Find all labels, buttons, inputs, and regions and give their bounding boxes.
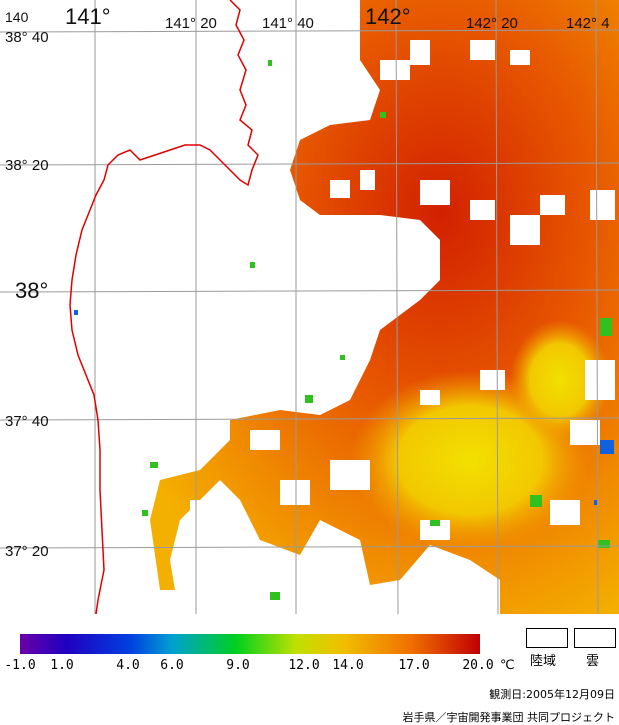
colorbar-tick-label: 17.0 <box>398 658 430 673</box>
cloud-patches <box>190 40 615 540</box>
lon-label-141-40: 141° 40 <box>262 15 314 32</box>
colorbar-tick-label: 9.0 <box>226 658 250 673</box>
lat-label-37-20: 37° 20 <box>5 543 49 560</box>
lat-label-38-40: 38° 40 <box>5 29 49 46</box>
lon-label-142-20: 142° 20 <box>466 15 518 32</box>
lat-label-37-40: 37° 40 <box>5 413 49 430</box>
lon-label-142: 142° <box>365 4 411 29</box>
colorbar-tick-label: 14.0 <box>332 658 364 673</box>
temperature-unit: ℃ <box>500 658 515 673</box>
colorbar-tick-label: 12.0 <box>288 658 320 673</box>
lon-label-142-40: 142° 4 <box>566 15 610 32</box>
lon-label-141: 141° <box>65 4 111 29</box>
colorbar-tick-label: -1.0 <box>4 658 36 673</box>
credit-line: 岩手県／宇宙開発事業団 共同プロジェクト <box>402 711 616 724</box>
colorbar-tick-label: 6.0 <box>160 658 184 673</box>
colorbar-tick-label: 1.0 <box>50 658 74 673</box>
observation-date: 観測日:2005年12月09日 <box>489 688 615 701</box>
lon-label-140: 140 <box>5 9 29 25</box>
legend-panel <box>0 614 619 725</box>
land-swatch <box>526 628 568 648</box>
graticule <box>0 0 619 614</box>
lat-label-38-20: 38° 20 <box>5 157 49 174</box>
latitude-labels: 38° 40 38° 20 38° 37° 40 37° 20 <box>5 29 49 560</box>
land-label: 陸域 <box>530 654 557 669</box>
cloud-swatch <box>574 628 616 648</box>
temperature-colorbar <box>20 634 480 654</box>
cloud-label: 雲 <box>586 654 600 669</box>
blue-speckles <box>74 310 614 505</box>
cool-speckles <box>142 60 612 600</box>
sst-cool-patch-2 <box>510 320 610 440</box>
coastline <box>69 0 259 614</box>
lat-label-38: 38° <box>15 278 48 303</box>
sea-surface-temperature-map: 140 141° 141° 20 141° 40 142° 142° 20 14… <box>0 0 619 614</box>
lon-label-141-20: 141° 20 <box>165 15 217 32</box>
colorbar-tick-label: 20.0 <box>462 658 494 673</box>
colorbar-tick-label: 4.0 <box>116 658 140 673</box>
longitude-labels: 140 141° 141° 20 141° 40 142° 142° 20 14… <box>5 4 610 32</box>
